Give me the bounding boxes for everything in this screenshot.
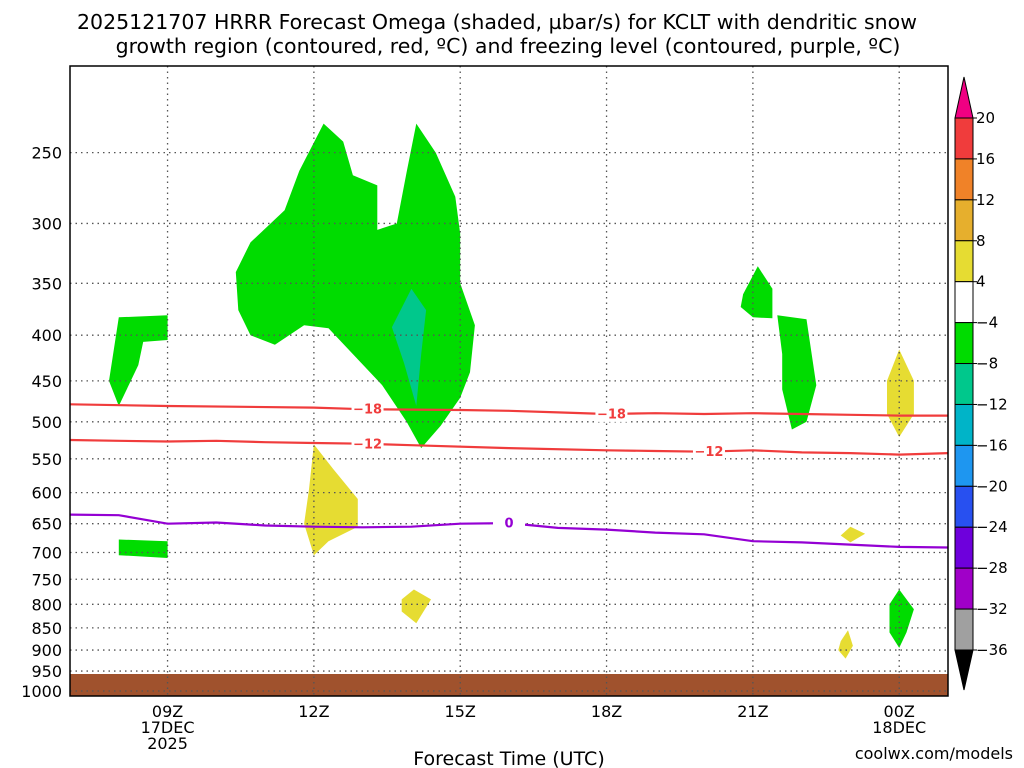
y-tick-label-600: 600: [31, 484, 62, 503]
colorbar-segment-4: [954, 240, 974, 283]
colorbar-label-3: 12: [976, 191, 995, 209]
colorbar-label-2: 16: [976, 150, 995, 168]
contour-label-2-2: −12: [694, 445, 723, 460]
colorbar-segment-3: [954, 199, 974, 242]
colorbar-label-12: −28: [976, 559, 1008, 577]
omega-region-8: [304, 444, 358, 556]
colorbar-label-9: −16: [976, 436, 1008, 454]
colorbar-bottom-triangle: [954, 649, 974, 691]
omega-shading-layer: [109, 123, 914, 659]
y-axis-labels: 250 300 350 400 450 500 550 600 650 700 750 800 850 9…: [21, 144, 62, 701]
colorbar-label-14: −36: [976, 641, 1008, 659]
colorbar-segment-6: [954, 322, 974, 365]
omega-region-1: [235, 123, 475, 449]
y-tick-label-550: 550: [31, 450, 62, 469]
colorbar-label-5: 4: [976, 273, 986, 291]
x-tick-label-15-1: 15Z: [445, 702, 476, 721]
x-tick-label-21-1: 21Z: [737, 702, 768, 721]
contour-label-bg-1-2: [595, 405, 628, 422]
y-tick-label-300: 300: [31, 214, 62, 233]
colorbar-segment-5: [954, 281, 974, 324]
chart-title-line-2: growth region (contoured, red, ºC) and f…: [116, 34, 901, 58]
plot-frame: [69, 65, 949, 697]
x-axis-title: Forecast Time (UTC): [413, 748, 604, 768]
contour-label-bg-1-1: [351, 401, 384, 418]
y-tick-label-1000: 1000: [21, 682, 62, 701]
y-tick-label-900: 900: [31, 641, 62, 660]
y-tick-label-500: 500: [31, 413, 62, 432]
x-tick-label-9-1: 09Z: [152, 702, 183, 721]
colorbar-label-1: 20: [976, 109, 995, 127]
omega-region-4: [740, 266, 773, 319]
colorbar-label-13: −32: [976, 600, 1008, 618]
omega-region-9: [887, 349, 914, 437]
ground-band: [70, 674, 948, 696]
y-tick-label-650: 650: [31, 515, 62, 534]
omega-region-10: [840, 526, 866, 543]
colorbar-segment-2: [954, 158, 974, 201]
x-tick-label-24-1: 00Z: [884, 702, 915, 721]
y-tick-label-350: 350: [31, 274, 62, 293]
credit-text: coolwx.com/models: [855, 744, 1013, 763]
contour-label-1-2: −18: [597, 407, 626, 422]
x-tick-label-18-1: 18Z: [591, 702, 622, 721]
omega-region-12: [838, 630, 853, 659]
x-tick-label-9-3: 2025: [147, 734, 188, 753]
colorbar-label-10: −20: [976, 477, 1008, 495]
contour-line-2: [69, 438, 949, 456]
x-tick-label-9-2: 17DEC: [141, 718, 195, 737]
colorbar-label-4: 8: [976, 232, 986, 250]
y-tick-label-800: 800: [31, 595, 62, 614]
colorbar: 20 16 12 8 4 −4 −8 −12 −16 −20 −24 −28 −32 −36: [954, 76, 1008, 691]
y-tick-label-400: 400: [31, 326, 62, 345]
colorbar-segment-12: [954, 567, 974, 610]
contour-line-1: [69, 403, 948, 417]
colorbar-segment-11: [954, 526, 974, 569]
colorbar-label-8: −12: [976, 395, 1008, 413]
colorbar-segment-9: [954, 444, 974, 487]
omega-region-2: [109, 315, 168, 406]
y-tick-label-450: 450: [31, 372, 62, 391]
contour-label-bg-2-1: [351, 435, 384, 452]
omega-region-5: [777, 315, 817, 430]
y-tick-label-750: 750: [31, 570, 62, 589]
grid-layer: [70, 66, 948, 696]
y-tick-label-950: 950: [31, 662, 62, 681]
colorbar-segment-13: [954, 608, 974, 651]
x-tick-label-12-1: 12Z: [298, 702, 329, 721]
colorbar-segment-1: [954, 117, 974, 160]
omega-region-7: [391, 288, 427, 406]
contour-layer: −18 −18 −12 −12 0: [69, 401, 949, 549]
x-tick-label-24-2: 18DEC: [872, 718, 926, 737]
omega-region-3: [118, 539, 168, 558]
colorbar-top-triangle: [954, 76, 974, 119]
colorbar-segment-8: [954, 403, 974, 446]
ground-layer: [70, 674, 948, 696]
colorbar-segment-10: [954, 485, 974, 528]
contour-label-bg-3-1: [493, 515, 525, 532]
chart-title-line-1: 2025121707 HRRR Forecast Omega (shaded, …: [77, 10, 917, 34]
omega-region-6: [889, 589, 914, 648]
colorbar-label-7: −8: [976, 355, 998, 373]
contour-label-bg-2-2: [692, 443, 725, 460]
contour-label-1-1: −18: [353, 403, 382, 418]
colorbar-label-11: −24: [976, 518, 1008, 536]
y-tick-label-850: 850: [31, 619, 62, 638]
omega-region-11: [401, 589, 431, 624]
colorbar-segment-7: [954, 363, 974, 405]
colorbar-label-6: −4: [976, 314, 998, 332]
y-tick-label-250: 250: [31, 144, 62, 163]
y-tick-label-700: 700: [31, 543, 62, 562]
contour-label-2-1: −12: [353, 437, 382, 452]
contour-label-3-1: 0: [504, 517, 513, 532]
